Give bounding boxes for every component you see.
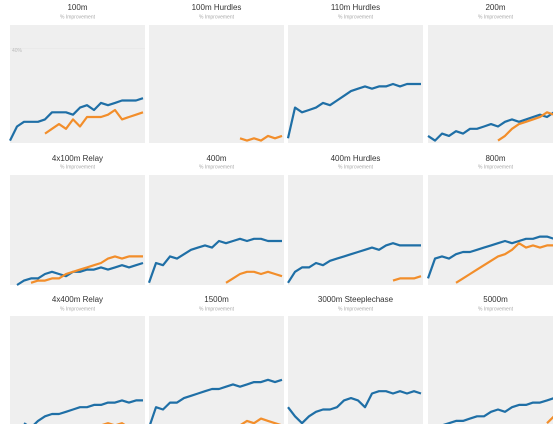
panel-title: 400m xyxy=(206,154,226,163)
panel-title: 3000m Steeplechase xyxy=(318,295,394,304)
series-line xyxy=(497,111,553,142)
panel-background xyxy=(10,175,145,285)
panel-title: 800m xyxy=(485,154,505,163)
series-line xyxy=(149,378,283,424)
panel-subtitle: % Improvement xyxy=(60,306,96,312)
panel-title: 5000m xyxy=(483,295,508,304)
series-line xyxy=(455,242,553,284)
panel-background xyxy=(10,316,145,424)
series-line xyxy=(426,235,553,279)
series-line xyxy=(240,417,282,424)
panel-background xyxy=(428,316,553,424)
panel-subtitle: % Improvement xyxy=(199,164,235,170)
panel-subtitle: % Improvement xyxy=(478,14,514,20)
series-line xyxy=(225,270,283,284)
panel-subtitle: % Improvement xyxy=(478,306,514,312)
panel-subtitle: % Improvement xyxy=(338,306,374,312)
series-line xyxy=(147,237,282,284)
series-line xyxy=(287,390,422,424)
series-line xyxy=(30,255,143,284)
panel-title: 100m xyxy=(67,3,87,12)
panel-title: 4x100m Relay xyxy=(52,154,103,163)
series-line xyxy=(392,275,422,282)
panel-title: 4x400m Relay xyxy=(52,295,103,304)
panel-title: 100m Hurdles xyxy=(192,3,242,12)
panel-subtitle: % Improvement xyxy=(199,14,235,20)
panel-subtitle: % Improvement xyxy=(338,14,374,20)
panel-subtitle: % Improvement xyxy=(60,14,96,20)
panel-title: 200m xyxy=(485,3,505,12)
panel-background xyxy=(149,175,284,285)
panel-title: 400m Hurdles xyxy=(331,154,381,163)
series-line xyxy=(16,261,144,286)
panel-subtitle: % Improvement xyxy=(60,164,96,170)
series-line xyxy=(442,397,553,424)
y-tick-label: 40% xyxy=(12,48,23,54)
series-line xyxy=(239,134,283,142)
series-line xyxy=(9,97,144,142)
panel-background xyxy=(428,175,553,285)
panel-background xyxy=(288,25,423,143)
panel-subtitle: % Improvement xyxy=(338,164,374,170)
panel-background xyxy=(149,25,284,143)
series-line xyxy=(44,108,144,135)
series-line xyxy=(427,111,553,142)
panel-title: 110m Hurdles xyxy=(331,3,380,12)
series-line xyxy=(286,82,421,139)
series-line xyxy=(287,242,421,284)
panel-title: 1500m xyxy=(204,295,229,304)
series-line xyxy=(546,415,553,424)
panel-background xyxy=(288,316,423,424)
panel-subtitle: % Improvement xyxy=(478,164,514,170)
series-line xyxy=(23,399,143,424)
panel-subtitle: % Improvement xyxy=(199,306,235,312)
panel-background xyxy=(149,316,284,424)
